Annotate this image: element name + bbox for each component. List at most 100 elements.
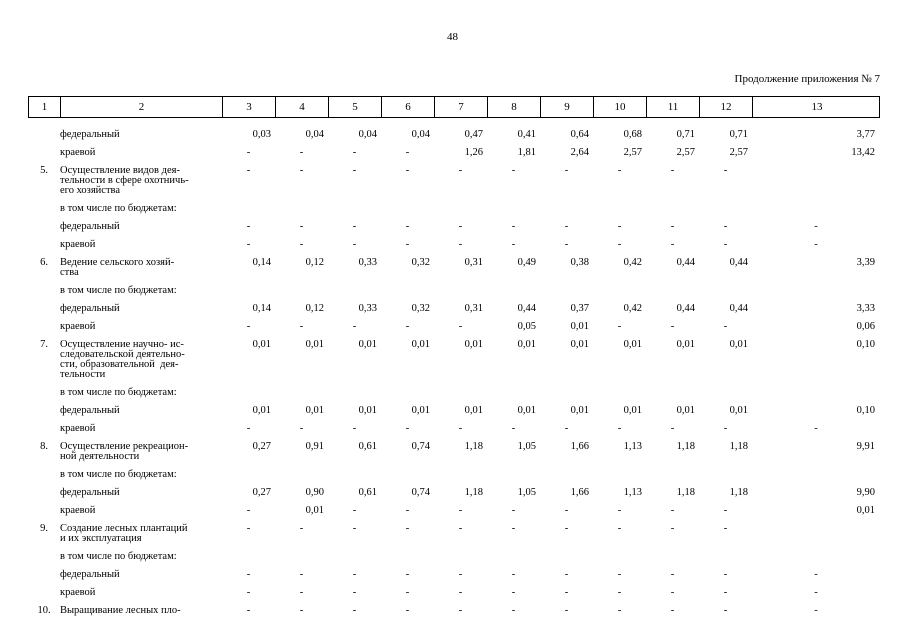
cell-col-5: 0,61 xyxy=(358,487,377,498)
cell-col-6: - xyxy=(405,505,410,516)
header-cell-4: 4 xyxy=(276,97,329,117)
cell-col-13: - xyxy=(814,221,818,232)
cell-col-8: - xyxy=(511,505,516,516)
cell-col-8: 0,49 xyxy=(517,257,536,268)
cell-col-12: - xyxy=(723,605,728,616)
cell-col-11: - xyxy=(670,587,675,598)
cell-col-5: - xyxy=(352,423,357,434)
table-row-item: 6. Ведение сельского хозяй-ства 0,14 0,12 0,… xyxy=(28,257,880,278)
cell-col-7: 0,31 xyxy=(464,257,483,268)
cell-col-4: - xyxy=(299,569,304,580)
table-row-sub: федеральный - - - - - - - - - - - xyxy=(28,221,880,232)
cell-col-3: - xyxy=(246,587,251,598)
cell-col-13: 0,10 xyxy=(856,405,875,416)
cell-col-8: - xyxy=(511,587,516,598)
cell-col-7: 1,18 xyxy=(464,487,483,498)
cell-col-5: - xyxy=(352,147,357,158)
cell-col-10: 1,13 xyxy=(623,441,642,452)
cell-col-9: 0,01 xyxy=(570,321,589,332)
cell-col-3: - xyxy=(246,523,251,534)
row-number: 7. xyxy=(40,339,48,350)
description-line: Ведение сельского хозяй- xyxy=(60,257,175,268)
cell-col-8: 1,81 xyxy=(517,147,536,158)
cell-col-5: - xyxy=(352,587,357,598)
cell-col-4: 0,01 xyxy=(305,405,324,416)
cell-col-4: - xyxy=(299,321,304,332)
row-label: краевой xyxy=(60,321,96,332)
cell-col-6: - xyxy=(405,239,410,250)
table-row-item: 10. Выращивание лесных пло- - - - - - - - - - - - xyxy=(28,605,880,616)
cell-col-8: 0,01 xyxy=(517,405,536,416)
cell-col-5: - xyxy=(352,239,357,250)
table-row-sub: федеральный 0,01 0,01 0,01 0,01 0,01 0,01 0,01 0… xyxy=(28,405,880,416)
cell-col-11: 1,18 xyxy=(676,487,695,498)
cell-col-10: - xyxy=(617,239,622,250)
cell-col-8: - xyxy=(511,605,516,616)
cell-col-7: 0,01 xyxy=(464,405,483,416)
cell-col-6: - xyxy=(405,523,410,534)
row-number: 9. xyxy=(40,523,48,534)
cell-col-3: - xyxy=(246,569,251,580)
description-line: Осуществление рекреацион- xyxy=(60,441,189,452)
cell-col-13: 3,33 xyxy=(856,303,875,314)
cell-col-7: - xyxy=(458,505,463,516)
cell-col-11: 0,71 xyxy=(676,129,695,140)
cell-col-7: 0,47 xyxy=(464,129,483,140)
cell-col-10: - xyxy=(617,221,622,232)
cell-col-9: - xyxy=(564,587,569,598)
cell-col-10: - xyxy=(617,569,622,580)
cell-col-3: - xyxy=(246,505,251,516)
cell-col-7: 1,18 xyxy=(464,441,483,452)
cell-col-10: 0,01 xyxy=(623,339,642,350)
continuation-note: Продолжение приложения № 7 xyxy=(734,73,880,85)
cell-col-12: - xyxy=(723,165,728,176)
cell-col-9: - xyxy=(564,569,569,580)
cell-col-3: 0,03 xyxy=(252,129,271,140)
cell-col-7: 0,01 xyxy=(464,339,483,350)
cell-col-5: - xyxy=(352,321,357,332)
cell-col-12: 1,18 xyxy=(729,487,748,498)
cell-col-13: 0,01 xyxy=(856,505,875,516)
cell-col-7: - xyxy=(458,321,463,332)
description-line: тельности xyxy=(60,369,106,380)
cell-col-10: - xyxy=(617,505,622,516)
description-line: сти, образовательной дея- xyxy=(60,359,179,370)
cell-col-9: - xyxy=(564,221,569,232)
cell-col-4: - xyxy=(299,423,304,434)
page-number: 48 xyxy=(447,31,458,43)
cell-col-7: - xyxy=(458,165,463,176)
cell-col-11: 0,44 xyxy=(676,257,695,268)
cell-col-12: - xyxy=(723,423,728,434)
cell-col-9: 0,01 xyxy=(570,339,589,350)
cell-col-8: - xyxy=(511,569,516,580)
cell-col-13: 0,06 xyxy=(856,321,875,332)
cell-col-13: 3,39 xyxy=(856,257,875,268)
cell-col-10: 0,01 xyxy=(623,405,642,416)
cell-col-13: - xyxy=(814,239,818,250)
cell-col-7: - xyxy=(458,239,463,250)
cell-col-11: 1,18 xyxy=(676,441,695,452)
cell-col-10: 0,42 xyxy=(623,303,642,314)
cell-col-4: 0,12 xyxy=(305,303,324,314)
cell-col-3: 0,14 xyxy=(252,257,271,268)
cell-col-3: 0,01 xyxy=(252,405,271,416)
cell-col-5: 0,04 xyxy=(358,129,377,140)
cell-col-7: - xyxy=(458,569,463,580)
cell-col-9: 1,66 xyxy=(570,487,589,498)
cell-col-8: 1,05 xyxy=(517,441,536,452)
table-row-sub: краевой - - - - - 0,05 0,01 - - - 0,06 xyxy=(28,321,880,332)
cell-col-8: - xyxy=(511,423,516,434)
cell-col-12: - xyxy=(723,321,728,332)
cell-col-5: 0,01 xyxy=(358,405,377,416)
cell-col-12: 0,71 xyxy=(729,129,748,140)
cell-col-5: 0,33 xyxy=(358,257,377,268)
cell-col-6: - xyxy=(405,147,410,158)
cell-col-10: - xyxy=(617,165,622,176)
cell-col-9: - xyxy=(564,523,569,534)
cell-col-11: - xyxy=(670,523,675,534)
table-row-sub: краевой - 0,01 - - - - - - - - 0,01 xyxy=(28,505,880,516)
cell-col-7: - xyxy=(458,523,463,534)
cell-col-4: 0,90 xyxy=(305,487,324,498)
row-description: Осуществление рекреацион-ной деятельност… xyxy=(60,441,222,462)
